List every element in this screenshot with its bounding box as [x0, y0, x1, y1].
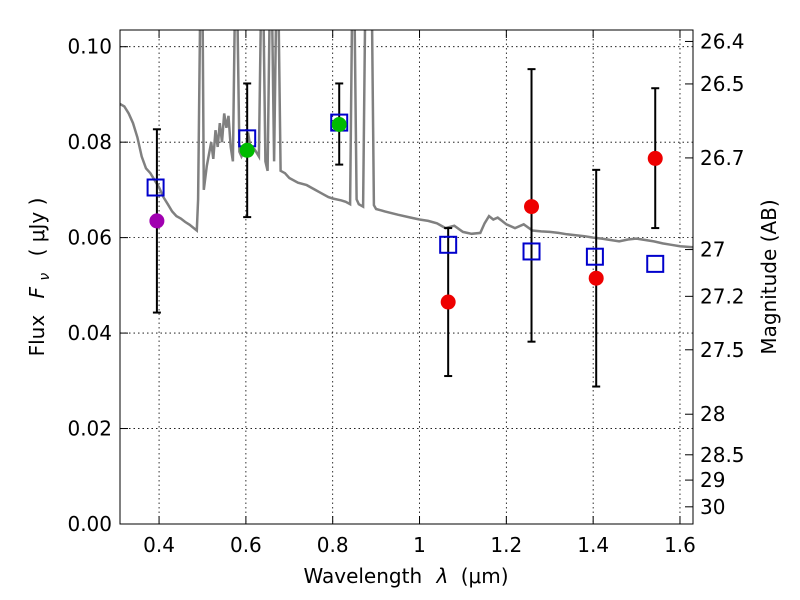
y2-tick-label: 26.5 [700, 72, 745, 96]
y-tick-label: 0.10 [67, 35, 112, 59]
model-photometry-square [146, 178, 165, 197]
y2-axis-ticks: 26.4 26.5 26.7 27 27.2 27.5 28 28.529 30 [685, 29, 745, 519]
x-tick-label: 1.4 [577, 533, 609, 557]
x-tick-label: 1.2 [490, 533, 522, 557]
model-photometry-square [646, 254, 665, 273]
x-tick-label: 0.6 [230, 533, 262, 557]
model-photometry-squares [146, 113, 665, 273]
y2-tick-label: 26.7 [700, 146, 745, 170]
y2-axis-label: Magnitude (AB) [757, 199, 781, 354]
x-axis-label-text: Wavelength [303, 564, 422, 588]
y-axis-label: Flux F ν ( μJy ) [25, 198, 54, 357]
y-tick-label: 0.02 [67, 417, 112, 441]
model-photometry-square [522, 242, 541, 261]
observed-point [440, 294, 456, 310]
plot-frame [119, 29, 694, 525]
observed-point [524, 199, 540, 215]
observed-points [149, 117, 663, 310]
grid [120, 30, 693, 525]
x-axis-label-unit: (μm) [461, 564, 509, 588]
x-tick-label: 0.4 [143, 533, 175, 557]
x-tick-label: 0.8 [317, 533, 349, 557]
x-axis-label-symbol: λ [436, 564, 449, 588]
observed-point [331, 117, 347, 133]
y2-tick-label: 27.2 [700, 284, 745, 308]
y-axis-label-unit: ( μJy ) [25, 198, 49, 257]
y2-tick-label: 26.4 [700, 29, 745, 53]
y-axis-label-subscript: ν [37, 273, 53, 281]
model-photometry-square [439, 235, 458, 254]
y-tick-label: 0.06 [67, 226, 112, 250]
y-axis-label-symbol: F [25, 286, 49, 298]
observed-point [149, 213, 165, 229]
y-tick-label: 0.00 [67, 512, 112, 536]
y2-tick-label: 28.5 [700, 443, 745, 467]
y2-tick-label: 29 [700, 468, 725, 492]
y2-tick-label: 28 [700, 402, 725, 426]
model-photometry-square [585, 247, 604, 266]
x-tick-label: 1.6 [664, 533, 696, 557]
y2-tick-label: 27.5 [700, 338, 745, 362]
x-axis-ticks: 0.4 0.6 0.8 1 1.2 1.4 1.6 [143, 30, 696, 557]
model-spectrum-layer [120, 30, 693, 249]
y2-tick-label: 27 [700, 238, 725, 262]
x-tick-label: 1 [413, 533, 426, 557]
model-spectrum-line [120, 30, 693, 249]
y-tick-label: 0.04 [67, 321, 112, 345]
y-axis-label-text: Flux [25, 315, 49, 357]
y2-tick-label: 30 [700, 495, 725, 519]
observed-point [239, 142, 255, 158]
y-tick-label: 0.08 [67, 130, 112, 154]
x-axis-label: Wavelength λ (μm) [303, 564, 508, 588]
observed-point [588, 270, 604, 286]
observed-point [647, 150, 663, 166]
y-axis-ticks: 0.00 0.02 0.04 0.06 0.08 0.10 [67, 35, 128, 536]
